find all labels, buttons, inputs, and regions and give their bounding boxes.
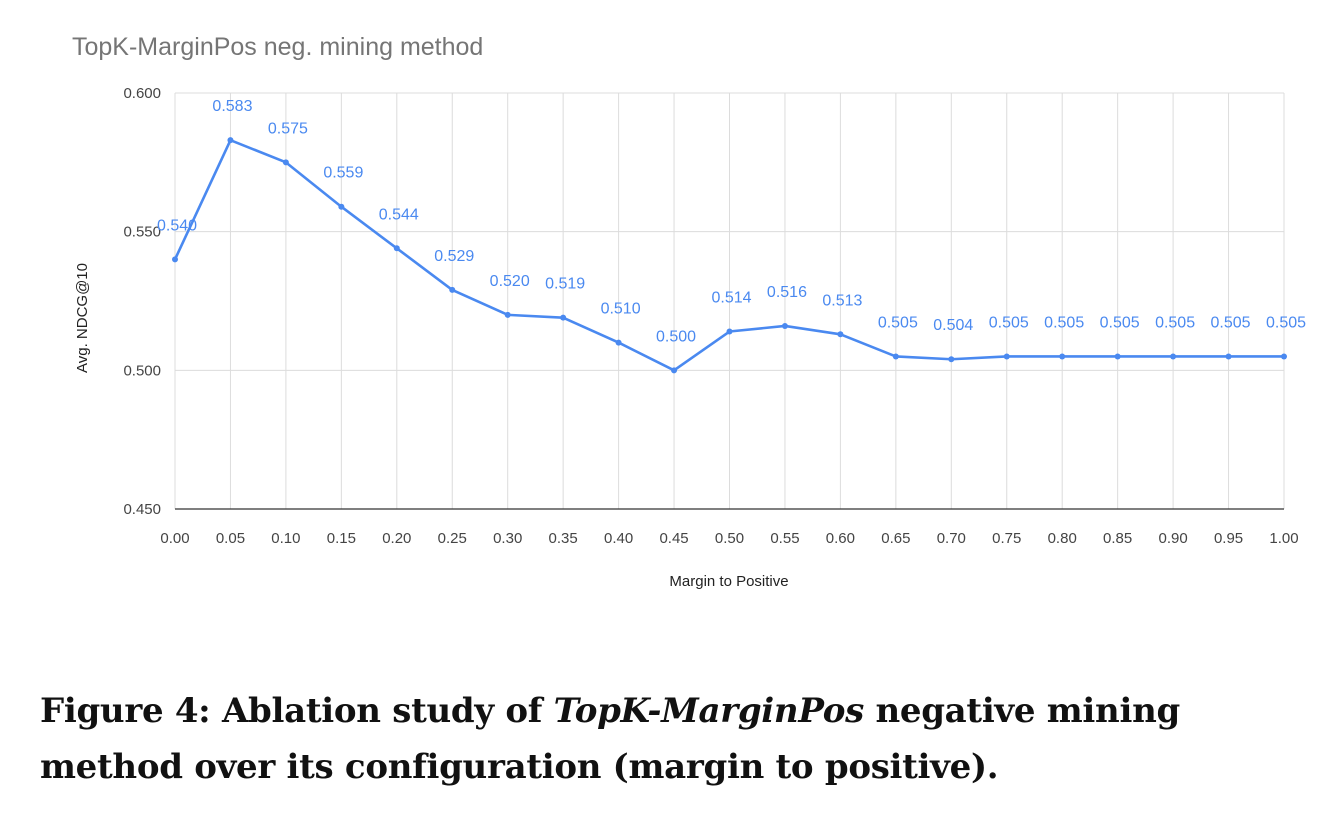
data-label: 0.505: [878, 314, 918, 331]
y-tick-label: 0.600: [123, 85, 161, 102]
y-axis-title: Avg. NDCG@10: [74, 263, 91, 373]
x-tick-label: 0.10: [271, 530, 300, 547]
data-point: [1114, 353, 1121, 360]
data-label: 0.510: [601, 301, 641, 318]
x-tick-label: 0.35: [549, 530, 578, 547]
data-point: [1281, 353, 1287, 360]
data-point: [615, 339, 622, 346]
data-point: [560, 314, 567, 321]
data-label: 0.505: [1044, 314, 1084, 331]
data-label: 0.505: [989, 314, 1029, 331]
x-tick-label: 0.70: [937, 530, 966, 547]
data-label: 0.505: [1100, 314, 1140, 331]
data-point: [227, 137, 234, 144]
x-tick-label: 1.00: [1269, 530, 1298, 547]
x-tick-label: 0.45: [659, 530, 688, 547]
data-point: [671, 367, 678, 374]
x-tick-label: 0.65: [881, 530, 910, 547]
data-point: [726, 328, 733, 335]
x-axis-ticks: 0.00 0.05 0.10 0.15 0.20 0.25 0.30 0.35 0.40 0.45…: [160, 530, 1298, 547]
data-point: [393, 245, 400, 252]
data-point: [282, 159, 289, 166]
y-tick-label: 0.450: [123, 501, 161, 518]
data-label: 0.514: [711, 290, 751, 307]
data-point: [948, 356, 955, 363]
data-label: 0.505: [1155, 314, 1195, 331]
data-label: 0.559: [323, 165, 363, 182]
y-tick-label: 0.500: [123, 362, 161, 379]
data-point: [1225, 353, 1232, 360]
data-point: [1059, 353, 1066, 360]
line-chart: TopK-MarginPos neg. mining method 0.4500…: [72, 33, 1306, 590]
data-point: [1170, 353, 1177, 360]
data-point: [781, 322, 788, 329]
data-label: 0.500: [656, 328, 696, 345]
data-point: [504, 311, 511, 318]
x-axis-title: Margin to Positive: [669, 573, 788, 590]
data-point: [892, 353, 899, 360]
data-label: 0.575: [268, 120, 308, 137]
data-label: 0.520: [490, 273, 530, 290]
x-tick-label: 0.30: [493, 530, 522, 547]
grid-lines: [174, 92, 1285, 510]
y-tick-label: 0.550: [123, 224, 161, 241]
data-label: 0.519: [545, 276, 585, 293]
data-labels: 0.540 0.583 0.575 0.559 0.544 0.529 0.520 0.519…: [157, 98, 1306, 345]
x-tick-label: 0.20: [382, 530, 411, 547]
x-tick-label: 0.85: [1103, 530, 1132, 547]
data-label: 0.505: [1266, 314, 1306, 331]
data-label: 0.504: [933, 317, 973, 334]
data-label: 0.529: [434, 248, 474, 265]
caption-prefix: Figure 4: Ablation study of: [40, 691, 554, 731]
data-point: [449, 286, 456, 293]
x-tick-label: 0.55: [770, 530, 799, 547]
data-label: 0.544: [379, 206, 419, 223]
data-point: [1003, 353, 1010, 360]
figure-caption: Figure 4: Ablation study of TopK-MarginP…: [40, 683, 1330, 795]
x-tick-label: 0.90: [1158, 530, 1187, 547]
data-label: 0.540: [157, 217, 197, 234]
x-tick-label: 0.60: [826, 530, 855, 547]
data-label: 0.513: [822, 292, 862, 309]
x-tick-label: 0.00: [160, 530, 189, 547]
caption-suffix: negative mining method over its configur…: [40, 691, 1180, 787]
x-tick-label: 0.80: [1048, 530, 1077, 547]
x-tick-label: 0.05: [216, 530, 245, 547]
data-point: [338, 203, 345, 210]
data-label: 0.583: [212, 98, 252, 115]
data-label: 0.505: [1211, 314, 1251, 331]
x-tick-label: 0.25: [438, 530, 467, 547]
data-point: [837, 331, 844, 338]
data-label: 0.516: [767, 284, 807, 301]
x-tick-label: 0.40: [604, 530, 633, 547]
data-point: [172, 256, 178, 263]
y-axis-ticks: 0.450 0.500 0.550 0.600: [123, 85, 161, 518]
x-tick-label: 0.75: [992, 530, 1021, 547]
series-line-group: [172, 137, 1287, 374]
x-tick-label: 0.50: [715, 530, 744, 547]
chart-title: TopK-MarginPos neg. mining method: [72, 33, 483, 61]
caption-method: TopK-MarginPos: [553, 691, 865, 731]
x-tick-label: 0.95: [1214, 530, 1243, 547]
x-tick-label: 0.15: [327, 530, 356, 547]
